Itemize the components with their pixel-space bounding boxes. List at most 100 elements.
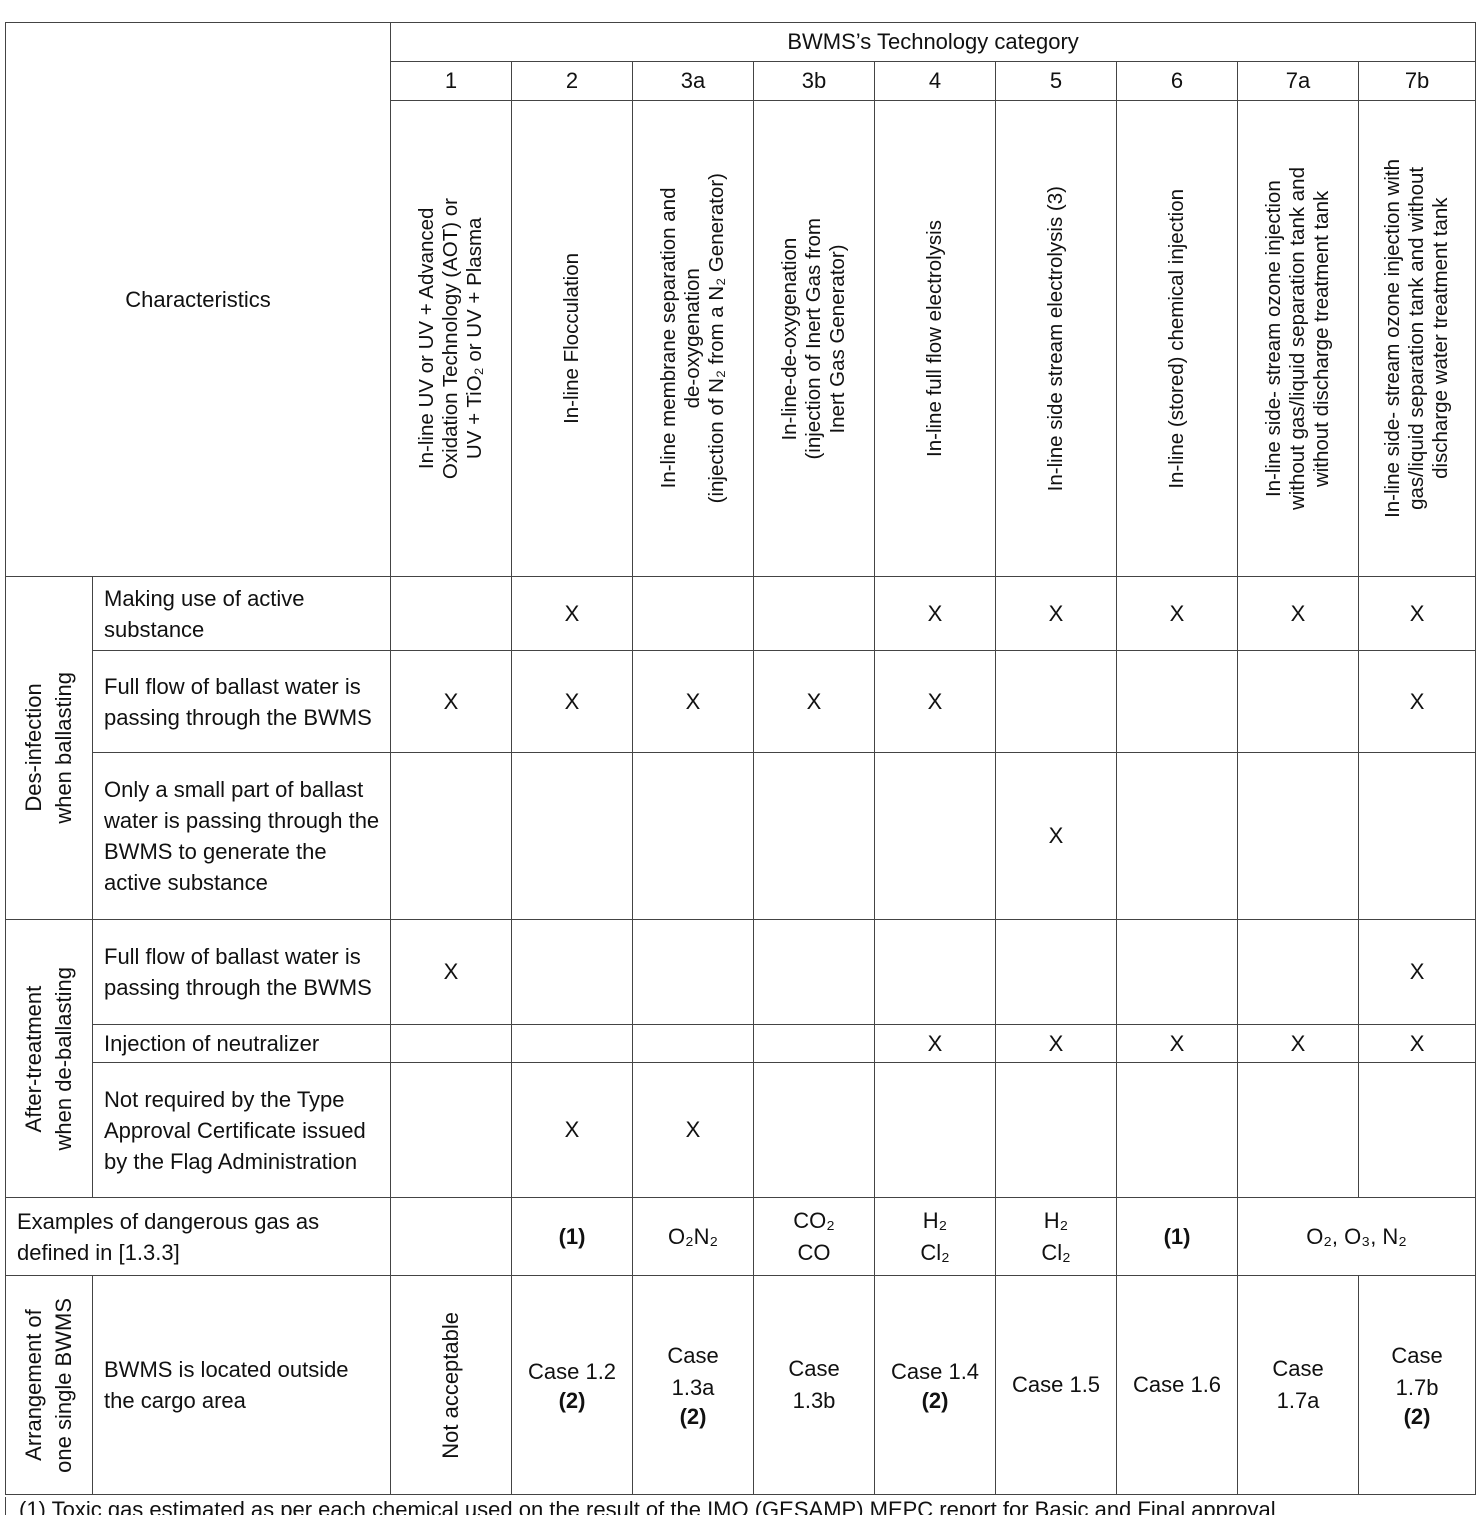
case-cell: Case 1.2 (2): [511, 1275, 634, 1495]
mark-cell: X: [1237, 576, 1360, 651]
category-number: 4: [874, 61, 997, 101]
mark-cell: X: [390, 919, 513, 1025]
mark-cell: [1116, 919, 1239, 1025]
mark-cell: [390, 576, 513, 651]
category-name: In-line side stream electrolysis (3): [995, 100, 1118, 577]
gas-cell: O₂, O₃, N₂: [1237, 1197, 1476, 1276]
mark-cell: [511, 919, 634, 1025]
dangerous-gas-label: Examples of dangerous gas as defined in …: [4, 1197, 392, 1276]
mark-cell: [753, 576, 876, 651]
mark-cell: [632, 919, 755, 1025]
arrangement-row: Arrangement of one single BWMS BWMS is l…: [5, 1275, 1476, 1495]
mark-cell: X: [1116, 576, 1239, 651]
mark-cell: X: [1116, 1024, 1239, 1063]
mark-cell: [390, 1062, 513, 1198]
table-row: Des-infection when ballasting Making use…: [5, 576, 1476, 920]
mark-cell: [874, 752, 997, 920]
mark-cell: [511, 1024, 634, 1063]
mark-cell: [995, 1062, 1118, 1198]
gas-cell: O₂N₂: [632, 1197, 755, 1276]
category-number: 1: [390, 61, 513, 101]
case-cell: Case 1.7b (2): [1358, 1275, 1476, 1495]
mark-cell: [1116, 650, 1239, 753]
gas-cell: CO₂ CO: [753, 1197, 876, 1276]
mark-cell: [753, 919, 876, 1025]
category-name-row: In-line UV or UV + Advanced Oxidation Te…: [6, 100, 1476, 577]
aftertreatment-group-label: After-treatment when de-ballasting: [5, 919, 93, 1198]
table-row: After-treatment when de-ballasting Full …: [5, 919, 1476, 1198]
category-name: In-line side- stream ozone injection wit…: [1237, 100, 1360, 577]
mark-cell: X: [753, 650, 876, 753]
case-cell: Case 1.5: [995, 1275, 1118, 1495]
mark-cell: [1237, 752, 1360, 920]
gas-cell: (1): [511, 1197, 634, 1276]
mark-cell: [632, 576, 755, 651]
row-label: Injection of neutralizer: [91, 1024, 392, 1063]
mark-cell: X: [995, 576, 1118, 651]
technology-category-title: BWMS’s Technology category: [787, 29, 1079, 54]
footnote-row: (1) Toxic gas estimated as per each chem…: [5, 1497, 1476, 1515]
mark-cell: [1237, 650, 1360, 753]
mark-cell: [1116, 1062, 1239, 1198]
mark-cell: X: [511, 576, 634, 651]
mark-cell: [632, 752, 755, 920]
mark-cell: X: [632, 650, 755, 753]
mark-cell: [1358, 1062, 1476, 1198]
mark-cell: [511, 752, 634, 920]
footnote-text: (1) Toxic gas estimated as per each chem…: [19, 1497, 1276, 1515]
mark-cell: X: [874, 576, 997, 651]
category-name: In-line-de-oxygenation (injection of Ine…: [753, 100, 876, 577]
category-number: 2: [511, 61, 634, 101]
case-cell: Case 1.6: [1116, 1275, 1239, 1495]
category-name: In-line UV or UV + Advanced Oxidation Te…: [390, 100, 513, 577]
mark-cell: X: [632, 1062, 755, 1198]
gas-cell: [390, 1197, 513, 1276]
category-name: In-line side- stream ozone injection wit…: [1358, 100, 1476, 577]
mark-cell: [1237, 1062, 1360, 1198]
characteristics-header: Characteristics: [4, 22, 392, 577]
mark-cell: X: [874, 1024, 997, 1063]
mark-cell: X: [390, 650, 513, 753]
row-label: Making use of active substance: [91, 576, 392, 651]
mark-cell: X: [1358, 576, 1476, 651]
mark-cell: X: [1358, 650, 1476, 753]
category-number: 5: [995, 61, 1118, 101]
technology-category-header: BWMS’s Technology category: [390, 22, 1476, 62]
table-row: Not required by the Type Approval Certif…: [6, 1062, 1476, 1198]
row-label: Full flow of ballast water is passing th…: [91, 919, 392, 1025]
mark-cell: X: [995, 1024, 1118, 1063]
mark-cell: [753, 1024, 876, 1063]
characteristics-label: Characteristics: [125, 286, 271, 312]
category-name: In-line full flow electrolysis: [874, 100, 997, 577]
table-row: Injection of neutralizer X X X X X: [6, 1024, 1476, 1063]
case-cell: Case 1.7a: [1237, 1275, 1360, 1495]
mark-cell: X: [511, 1062, 634, 1198]
mark-cell: [753, 752, 876, 920]
mark-cell: [632, 1024, 755, 1063]
mark-cell: [995, 919, 1118, 1025]
mark-cell: X: [511, 650, 634, 753]
row-label: Only a small part of ballast water is pa…: [91, 752, 392, 920]
mark-cell: X: [995, 752, 1118, 920]
category-number: 3a: [632, 61, 755, 101]
gas-cell: H₂ Cl₂: [995, 1197, 1118, 1276]
mark-cell: [390, 1024, 513, 1063]
not-acceptable-cell: Not acceptable: [390, 1275, 513, 1495]
mark-cell: X: [1358, 1024, 1476, 1063]
dangerous-gas-row: Examples of dangerous gas as defined in …: [4, 1197, 1476, 1276]
mark-cell: [753, 1062, 876, 1198]
category-number: 7a: [1237, 61, 1360, 101]
bwms-technology-table: Characteristics BWMS’s Technology catego…: [4, 22, 1476, 1495]
mark-cell: X: [874, 650, 997, 753]
mark-cell: [874, 1062, 997, 1198]
mark-cell: [390, 752, 513, 920]
category-name: In-line Flocculation: [511, 100, 634, 577]
table-row: Only a small part of ballast water is pa…: [6, 752, 1476, 920]
category-number: 7b: [1358, 61, 1476, 101]
mark-cell: [1237, 919, 1360, 1025]
mark-cell: [995, 650, 1118, 753]
arrangement-group-label: Arrangement of one single BWMS: [5, 1275, 93, 1495]
category-number-row: 1 2 3a 3b 4 5 6 7a 7b: [6, 61, 1476, 101]
disinfection-group-label: Des-infection when ballasting: [5, 576, 93, 920]
mark-cell: X: [1237, 1024, 1360, 1063]
